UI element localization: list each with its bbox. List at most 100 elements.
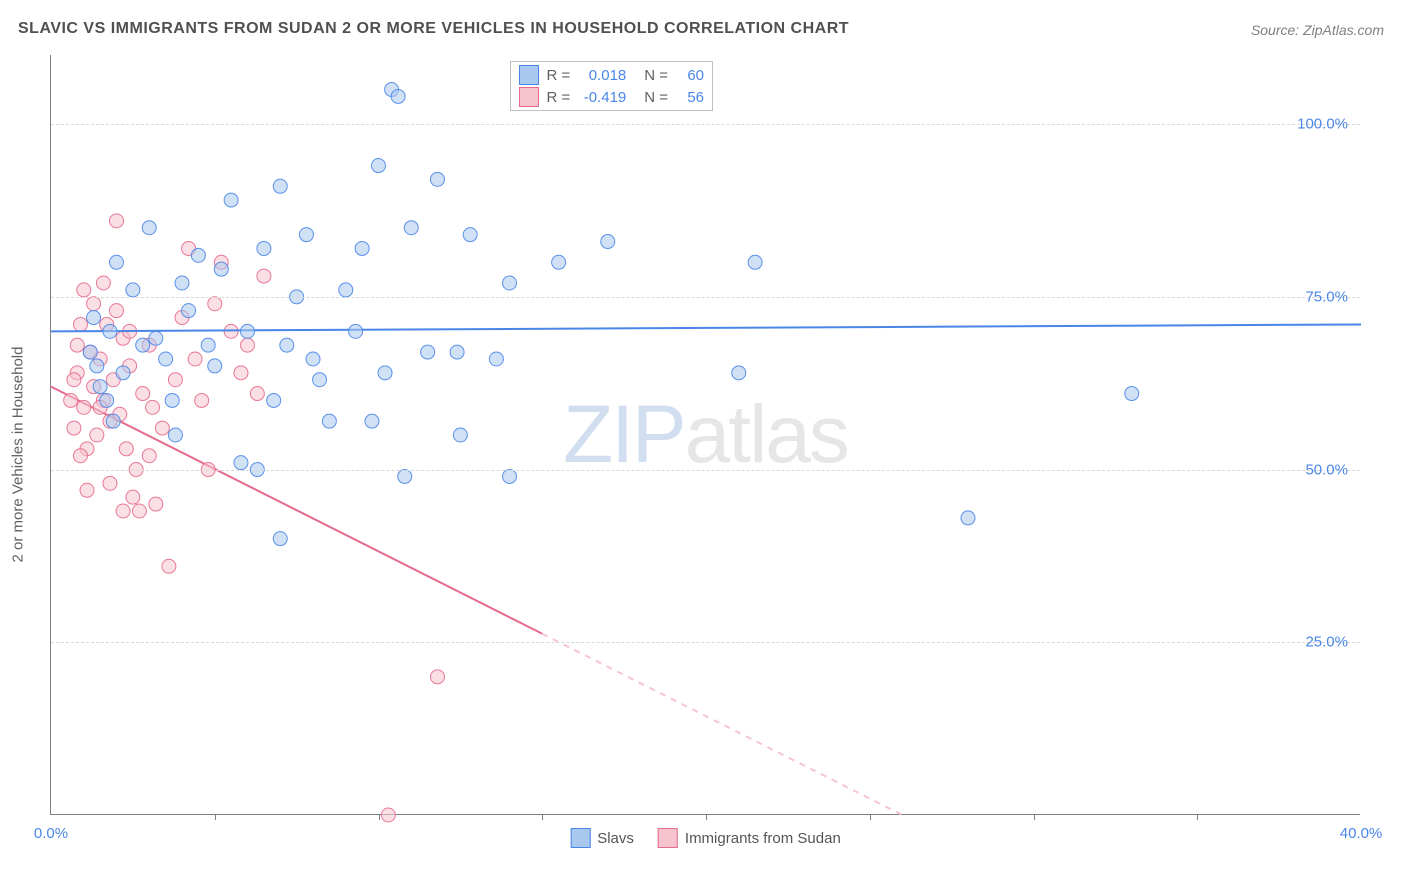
- data-point: [126, 283, 140, 297]
- data-point: [234, 456, 248, 470]
- legend-row: R =0.018N =60: [519, 65, 705, 85]
- data-point: [463, 228, 477, 242]
- data-point: [306, 352, 320, 366]
- data-point: [430, 172, 444, 186]
- data-point: [67, 421, 81, 435]
- xtick-label: 0.0%: [34, 825, 68, 842]
- data-point: [450, 345, 464, 359]
- data-point: [110, 304, 124, 318]
- legend-r-label: R =: [547, 67, 571, 84]
- gridline: [51, 297, 1360, 298]
- data-point: [70, 338, 84, 352]
- data-point: [165, 393, 179, 407]
- plot-svg: [51, 55, 1360, 814]
- gridline: [51, 124, 1360, 125]
- correlation-legend: R =0.018N =60R =-0.419N =56: [510, 61, 714, 111]
- data-point: [257, 269, 271, 283]
- legend-n-label: N =: [644, 89, 668, 106]
- data-point: [208, 359, 222, 373]
- data-point: [103, 476, 117, 490]
- legend-row: R =-0.419N =56: [519, 87, 705, 107]
- data-point: [191, 248, 205, 262]
- legend-n-value: 56: [676, 89, 704, 106]
- data-point: [601, 235, 615, 249]
- data-point: [64, 393, 78, 407]
- data-point: [73, 317, 87, 331]
- legend-swatch: [570, 828, 590, 848]
- data-point: [83, 345, 97, 359]
- data-point: [503, 276, 517, 290]
- xtick-mark: [1197, 814, 1198, 820]
- data-point: [355, 241, 369, 255]
- data-point: [214, 262, 228, 276]
- data-point: [90, 359, 104, 373]
- gridline: [51, 470, 1360, 471]
- ytick-label: 50.0%: [1305, 461, 1348, 478]
- xtick-mark: [1034, 814, 1035, 820]
- data-point: [87, 297, 101, 311]
- data-point: [208, 297, 222, 311]
- data-point: [132, 504, 146, 518]
- data-point: [149, 497, 163, 511]
- xtick-mark: [215, 814, 216, 820]
- data-point: [96, 276, 110, 290]
- data-point: [273, 532, 287, 546]
- data-point: [391, 89, 405, 103]
- data-point: [110, 214, 124, 228]
- data-point: [136, 387, 150, 401]
- data-point: [748, 255, 762, 269]
- data-point: [159, 352, 173, 366]
- data-point: [110, 255, 124, 269]
- data-point: [116, 504, 130, 518]
- data-point: [313, 373, 327, 387]
- data-point: [430, 670, 444, 684]
- xtick-label: 40.0%: [1340, 825, 1383, 842]
- xtick-mark: [379, 814, 380, 820]
- data-point: [100, 393, 114, 407]
- data-point: [280, 338, 294, 352]
- ytick-label: 75.0%: [1305, 288, 1348, 305]
- data-point: [188, 352, 202, 366]
- data-point: [175, 276, 189, 290]
- legend-series-name: Slavs: [597, 830, 634, 847]
- data-point: [93, 380, 107, 394]
- trend-line-dashed: [542, 634, 902, 815]
- source-label: Source: ZipAtlas.com: [1251, 22, 1384, 38]
- legend-r-value: 0.018: [578, 67, 626, 84]
- data-point: [146, 400, 160, 414]
- data-point: [257, 241, 271, 255]
- data-point: [299, 228, 313, 242]
- legend-n-value: 60: [676, 67, 704, 84]
- data-point: [142, 449, 156, 463]
- data-point: [136, 338, 150, 352]
- legend-item: Slavs: [570, 828, 634, 848]
- legend-r-value: -0.419: [578, 89, 626, 106]
- data-point: [381, 808, 395, 822]
- gridline: [51, 642, 1360, 643]
- ytick-label: 25.0%: [1305, 634, 1348, 651]
- data-point: [77, 400, 91, 414]
- data-point: [378, 366, 392, 380]
- data-point: [552, 255, 566, 269]
- data-point: [116, 366, 130, 380]
- data-point: [90, 428, 104, 442]
- data-point: [273, 179, 287, 193]
- legend-series-name: Immigrants from Sudan: [685, 830, 841, 847]
- data-point: [195, 393, 209, 407]
- data-point: [349, 324, 363, 338]
- data-point: [155, 421, 169, 435]
- chart-title: SLAVIC VS IMMIGRANTS FROM SUDAN 2 OR MOR…: [18, 20, 849, 38]
- data-point: [489, 352, 503, 366]
- data-point: [119, 442, 133, 456]
- data-point: [67, 373, 81, 387]
- data-point: [106, 414, 120, 428]
- data-point: [168, 373, 182, 387]
- data-point: [267, 393, 281, 407]
- data-point: [73, 449, 87, 463]
- data-point: [732, 366, 746, 380]
- data-point: [168, 428, 182, 442]
- data-point: [398, 469, 412, 483]
- xtick-mark: [542, 814, 543, 820]
- data-point: [503, 469, 517, 483]
- data-point: [234, 366, 248, 380]
